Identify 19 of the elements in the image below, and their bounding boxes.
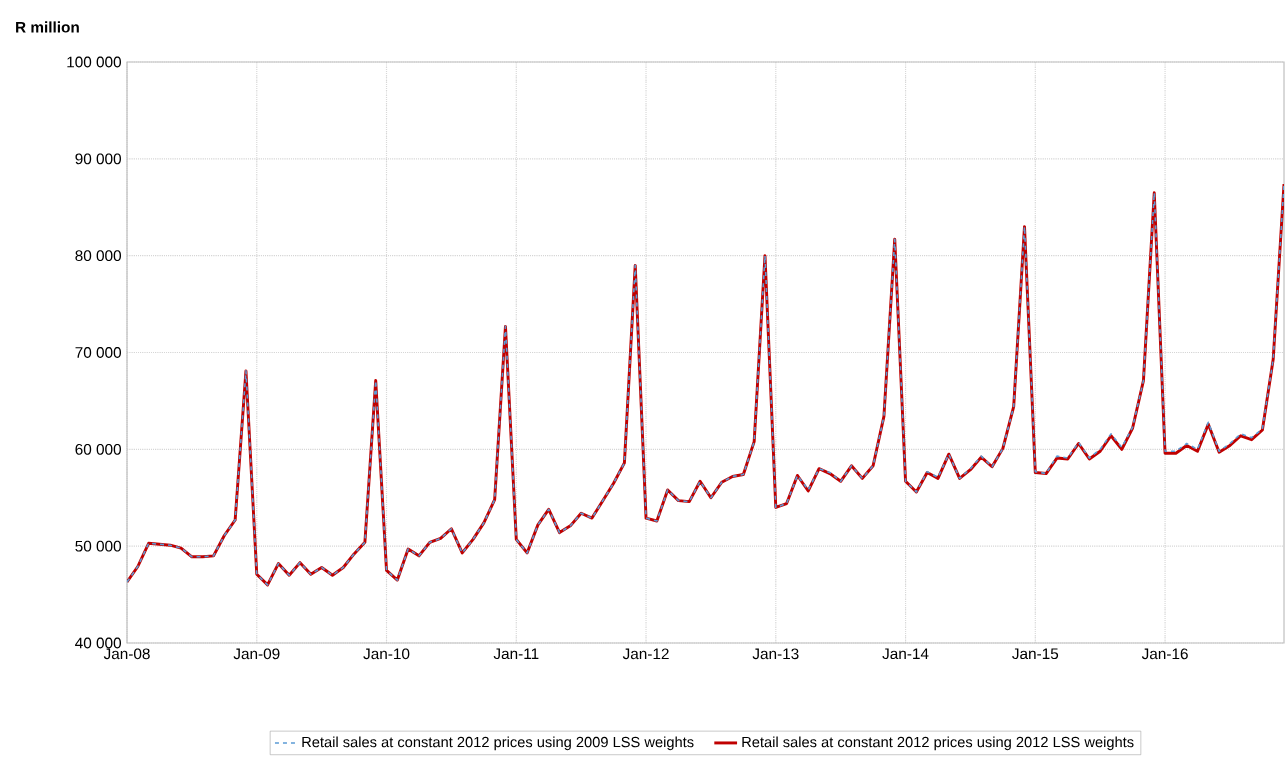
y-tick-label: 100 000 <box>67 56 121 68</box>
legend-label: Retail sales at constant 2012 prices using 2012 LSS weights <box>742 736 1134 751</box>
y-tick-label: 40 000 <box>75 637 121 649</box>
y-tick-label: 70 000 <box>75 347 121 358</box>
x-tick-label: Jan-10 <box>363 648 410 660</box>
legend-label: Retail sales at constant 2012 prices using 2009 LSS weights <box>302 736 694 751</box>
x-tick-label: Jan-13 <box>752 648 799 660</box>
x-tick-label: Jan-11 <box>493 648 539 660</box>
y-tick-label: 90 000 <box>75 153 121 165</box>
x-tick-label: Jan-09 <box>233 648 280 660</box>
x-tick-label: Jan-15 <box>1012 648 1059 660</box>
x-tick-label: Jan-16 <box>1141 648 1188 660</box>
x-tick-label: Jan-14 <box>882 648 929 660</box>
y-tick-label: 50 000 <box>75 540 121 552</box>
y-tick-label: 80 000 <box>75 250 121 262</box>
y-axis-title: R million <box>16 21 79 33</box>
y-tick-label: 60 000 <box>75 443 121 455</box>
x-tick-label: Jan-08 <box>103 648 150 660</box>
x-tick-label: Jan-12 <box>622 648 669 660</box>
